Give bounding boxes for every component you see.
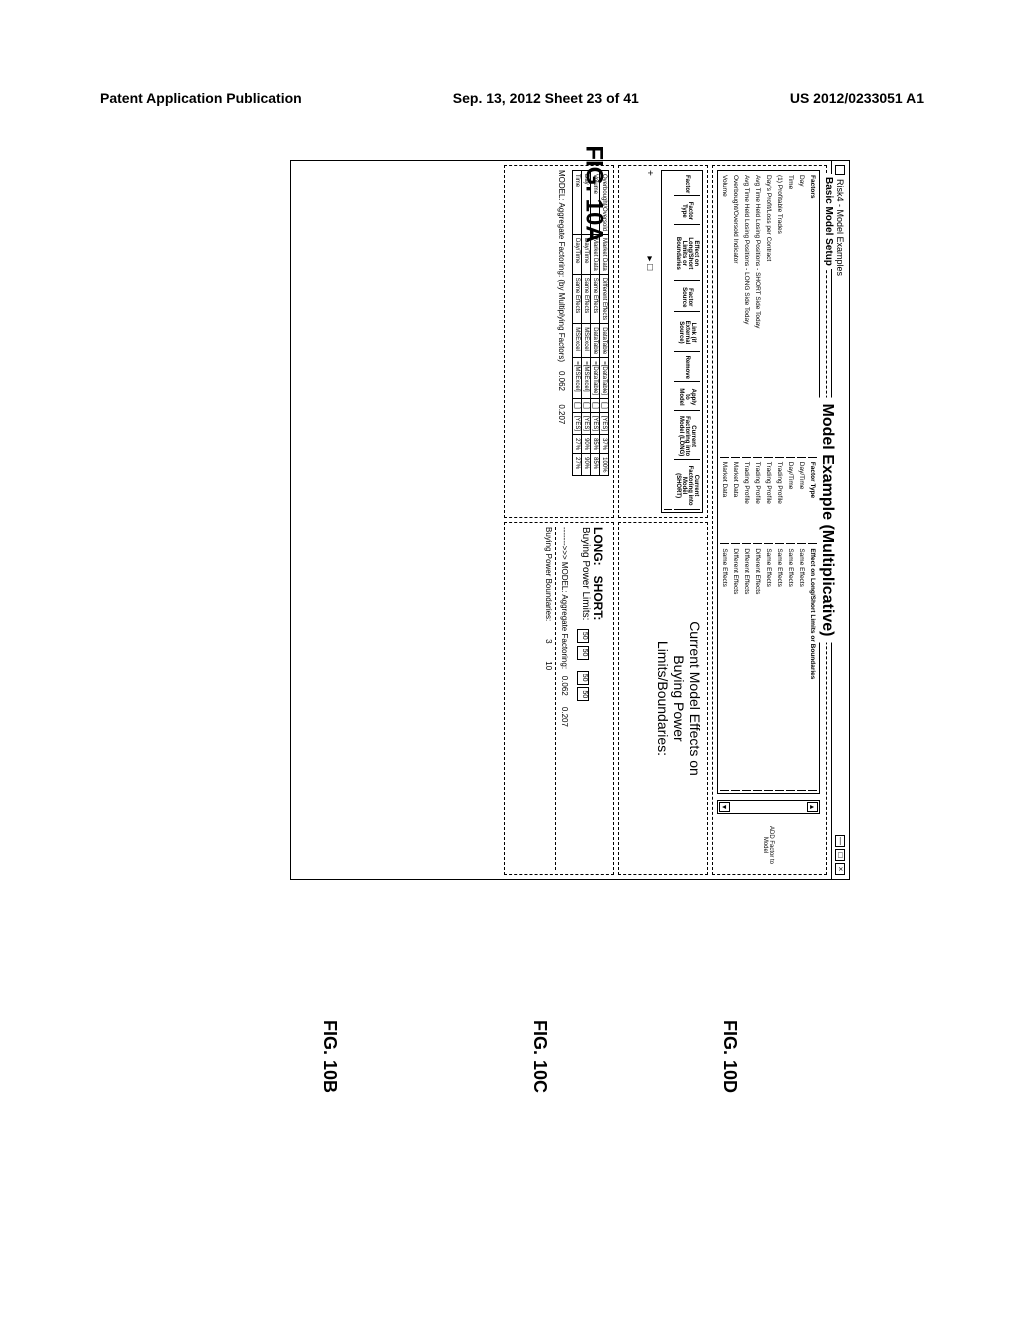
column-header: Current Factoring into Model (LONG): [674, 413, 700, 460]
window-controls: — □ ×: [836, 835, 846, 875]
factor-detail-table: FactorFactor Type Effect on Long/Short Li…: [661, 170, 703, 513]
scroll-up-icon[interactable]: ▴: [807, 802, 818, 812]
scrollbar[interactable]: ▴ ▾: [717, 800, 820, 814]
table-row: TimeDay/TimeSame Effects: [786, 173, 795, 791]
agg-long: 0.062: [557, 371, 566, 391]
long-boundary: 3: [544, 639, 553, 643]
fig10b-label: FIG. 10B: [319, 1020, 340, 1093]
short-limit-box1[interactable]: 50: [577, 671, 589, 685]
table-row: (1) Profitable TradesTrading ProfileSame…: [775, 173, 784, 791]
close-icon[interactable]: ×: [836, 863, 846, 875]
table-row: DayDay/TimeSame Effects: [797, 173, 806, 791]
figure-window-container: Risk4 - Model Examples — □ × Basic Model…: [290, 160, 850, 880]
scroll-down-icon[interactable]: ▾: [719, 802, 730, 812]
short-val: 0.207: [560, 707, 569, 727]
agg-short: 0.207: [557, 404, 566, 424]
maximize-icon[interactable]: □: [836, 849, 846, 861]
figure-title: FIG. 10A: [580, 145, 608, 242]
th-factors: Factors: [808, 173, 817, 458]
bp-limits-label: Buying Power Limits:: [580, 527, 591, 620]
column-header: Effect on Long/Short Limits or Boundarie…: [674, 227, 700, 282]
column-header: Apply to Model: [674, 384, 700, 411]
long-val: 0.062: [560, 676, 569, 696]
effects-line2: Buying Power: [671, 527, 687, 870]
table-row: Day's Profit/Loss per ContractTrading Pr…: [764, 173, 773, 791]
page-header: Patent Application Publication Sep. 13, …: [0, 90, 1024, 106]
window-title: Risk4 - Model Examples: [836, 179, 846, 276]
basic-model-group: Basic Model Setup Model Example (Multipl…: [712, 165, 827, 875]
column-header: Factor Type: [674, 198, 700, 224]
app-icon: [836, 165, 846, 175]
factors-table: Factors Factor Type Effect on Long/Short…: [717, 170, 820, 794]
th-type: Factor Type: [808, 460, 817, 545]
bp-boundaries-label: Buying Power Boundaries:: [544, 527, 553, 621]
table-row: Avg Time Held Losing Positions - LONG Si…: [742, 173, 751, 791]
fig10c-label: FIG. 10C: [529, 1020, 550, 1093]
short-limit-box2[interactable]: 50: [577, 687, 589, 701]
header-right: US 2012/0233051 A1: [790, 90, 924, 106]
header-left: Patent Application Publication: [100, 90, 302, 106]
effects-line1: Current Model Effects on: [687, 527, 703, 870]
mid-row: FactorFactor Type Effect on Long/Short Li…: [618, 165, 708, 875]
long-limit-box2[interactable]: 50: [577, 646, 589, 660]
effects-line3: Limits/Boundaries:: [655, 527, 671, 870]
model-example-title: Model Example (Multiplicative): [818, 398, 836, 643]
th-effect: Effect on Long/Short Limits or Boundarie…: [808, 546, 817, 791]
column-header: Link (if External Source): [674, 314, 700, 351]
column-header: Current Factoring into Model (SHORT): [674, 462, 700, 510]
basic-model-title: Basic Model Setup: [823, 174, 834, 269]
column-header: Factor: [674, 173, 700, 196]
agg-label: MODEL: Aggregate Factoring: (by Multiply…: [557, 170, 566, 362]
table-row: Avg Time Held Losing Positions - SHORT S…: [753, 173, 762, 791]
model-agg-arrow: ------->>> MODEL: Aggregate Factoring:: [560, 527, 569, 669]
window-content: Basic Model Setup Model Example (Multipl…: [291, 161, 831, 879]
factor-detail-group: FactorFactor Type Effect on Long/Short Li…: [618, 165, 708, 518]
short-label: SHORT:: [591, 576, 605, 621]
long-limit-box1[interactable]: 50: [577, 629, 589, 643]
bottom-row: Overbought/OversoldMarket DataDifferent …: [504, 165, 614, 875]
short-boundary: 10: [544, 661, 553, 670]
header-center: Sep. 13, 2012 Sheet 23 of 41: [453, 90, 639, 106]
table-row: Overbought/Oversold IndicatorMarket Data…: [731, 173, 740, 791]
table-row: VolumeMarket DataSame Effects: [720, 173, 729, 791]
app-window: Risk4 - Model Examples — □ × Basic Model…: [290, 160, 850, 880]
current-effects-group: Current Model Effects on Buying Power Li…: [618, 522, 708, 875]
add-factor-button[interactable]: ADD Factor to Model: [763, 820, 775, 870]
long-label: LONG:: [591, 527, 605, 566]
column-header: Remove: [674, 354, 700, 382]
fig10d-label: FIG. 10D: [719, 1020, 740, 1093]
buying-power-group: LONG: SHORT: Buying Power Limits: 50 50 …: [504, 522, 614, 875]
column-header: Factor Source: [674, 283, 700, 312]
minimize-icon[interactable]: —: [836, 835, 846, 847]
